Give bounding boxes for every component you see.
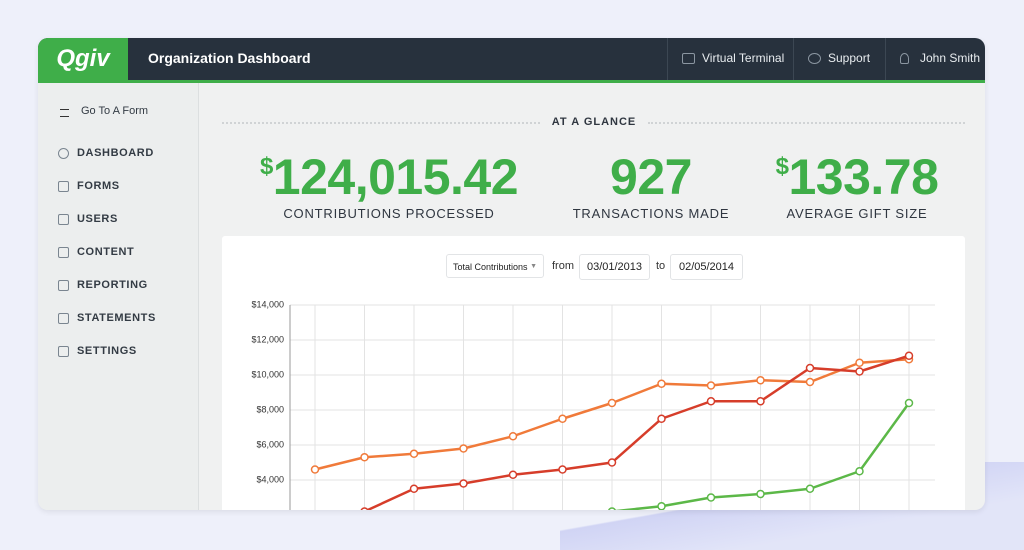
from-date[interactable]: 03/01/2013 — [579, 254, 650, 280]
sidebar: Go To A Form DASHBOARD FORMS USERS CONTENT R… — [38, 83, 199, 510]
sidebar-icon — [58, 181, 69, 192]
to-label: to — [656, 260, 666, 272]
data-point — [756, 397, 765, 406]
sidebar-item[interactable]: CONTENT — [77, 246, 135, 258]
sidebar-item[interactable]: SETTINGS — [77, 345, 137, 357]
data-point — [558, 414, 567, 423]
data-point — [310, 465, 320, 474]
data-point — [756, 376, 765, 385]
data-point — [409, 449, 419, 458]
sidebar-item[interactable]: REPORTING — [77, 279, 148, 291]
logo[interactable]: Qgiv — [38, 38, 128, 80]
metric-label: Total Contributions — [453, 262, 528, 272]
divider — [222, 122, 540, 124]
sidebar-icon — [58, 247, 69, 258]
y-tick-label: $8,000 — [256, 404, 284, 414]
stat-amount: 133.78 — [788, 149, 939, 205]
y-tick-label: $14,000 — [251, 299, 284, 309]
y-tick-label: $6,000 — [256, 439, 284, 449]
currency-symbol: $ — [259, 153, 273, 180]
chart: $4,000 $6,000 $8,000 $10,000 $12,000 $14,000 — [251, 299, 935, 510]
y-tick-label: $4,000 — [256, 474, 284, 484]
sidebar-icon — [58, 148, 69, 159]
y-tick-label: $10,000 — [251, 369, 284, 379]
nav-item[interactable]: Virtual Terminal — [667, 38, 793, 80]
data-point — [607, 398, 617, 408]
divider — [648, 122, 965, 124]
data-point — [508, 432, 518, 441]
data-point — [805, 363, 815, 373]
currency-symbol: $ — [775, 153, 789, 180]
nav-label: Virtual Terminal — [702, 51, 785, 65]
data-point — [409, 484, 419, 493]
nav-item[interactable]: Support — [793, 38, 885, 80]
series-line — [364, 354, 910, 510]
stat: 927 TRANSACTIONS MADE — [501, 148, 801, 221]
data-point — [805, 377, 815, 387]
data-point — [608, 507, 616, 510]
nav-label: Support — [828, 51, 871, 65]
to-date[interactable]: 02/05/2014 — [670, 254, 743, 280]
stat-label: AVERAGE GIFT SIZE — [786, 206, 928, 221]
sidebar-item[interactable]: STATEMENTS — [77, 312, 156, 324]
sidebar-icon — [58, 346, 69, 357]
menu-icon — [60, 109, 69, 117]
stat: $133.78 AVERAGE GIFT SIZE — [707, 148, 985, 221]
nav-item[interactable]: John Smith — [885, 38, 985, 80]
metric-select[interactable]: Total Contributions ▼ — [446, 254, 544, 278]
nav-label: John Smith — [920, 51, 981, 65]
stat-value: 927 — [501, 148, 801, 206]
data-point — [360, 507, 369, 510]
data-point — [904, 398, 914, 408]
stat: $124,015.42 CONTRIBUTIONS PROCESSED — [239, 148, 539, 221]
data-point — [657, 502, 666, 510]
data-point — [855, 467, 864, 476]
stat-value: $124,015.42 — [239, 148, 539, 206]
data-point — [459, 444, 468, 453]
sidebar-icon — [58, 313, 69, 324]
data-point — [904, 351, 914, 360]
y-tick-label: $12,000 — [251, 334, 284, 344]
chart-card: Total Contributions ▼ from 03/01/2013 to … — [222, 236, 965, 510]
data-point — [657, 379, 666, 388]
sidebar-icon — [58, 280, 69, 291]
data-point — [459, 479, 468, 488]
from-label: from — [552, 260, 574, 272]
data-point — [706, 493, 716, 502]
section-title: AT A GLANCE — [551, 116, 637, 128]
sidebar-item[interactable]: DASHBOARD — [77, 147, 154, 159]
data-point — [607, 458, 617, 467]
sidebar-icon — [58, 214, 69, 225]
data-point — [756, 489, 765, 499]
stat-label: TRANSACTIONS MADE — [572, 206, 730, 221]
data-point — [706, 381, 716, 390]
data-point — [855, 358, 864, 367]
data-point — [657, 414, 666, 423]
sidebar-item[interactable]: FORMS — [77, 180, 120, 192]
data-point — [508, 470, 518, 479]
data-point — [706, 397, 716, 406]
go-to-form[interactable]: Go To A Form — [81, 105, 149, 117]
app-window: Qgiv Organization Dashboard Virtual Term… — [38, 38, 985, 510]
stat-label: CONTRIBUTIONS PROCESSED — [283, 206, 495, 221]
data-point — [805, 484, 815, 493]
stat-amount: 927 — [610, 149, 692, 205]
data-point — [558, 465, 567, 474]
sidebar-item[interactable]: USERS — [77, 213, 118, 225]
header: Qgiv Organization Dashboard Virtual Term… — [38, 38, 985, 83]
stat-value: $133.78 — [707, 148, 985, 206]
stat-amount: 124,015.42 — [272, 149, 519, 205]
page-title: Organization Dashboard — [148, 50, 311, 66]
data-point — [360, 453, 369, 462]
data-point — [855, 367, 864, 376]
